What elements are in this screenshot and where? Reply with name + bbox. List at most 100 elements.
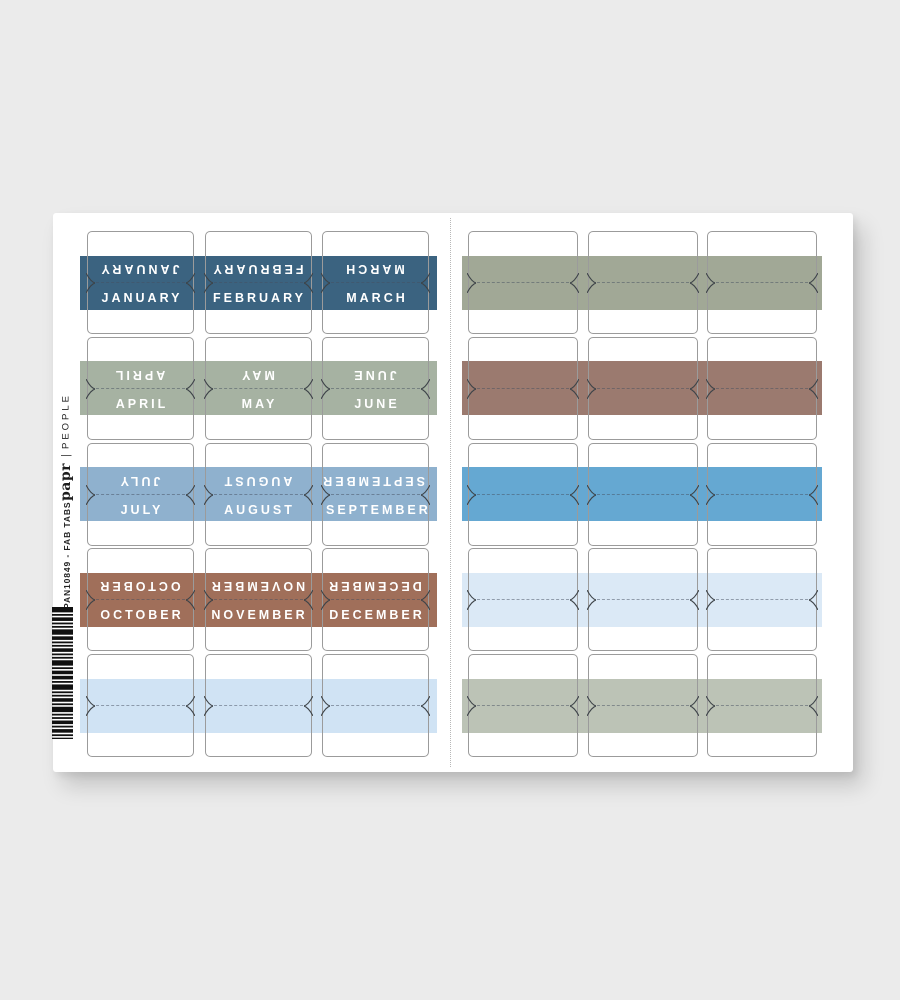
fold-perforation-line — [213, 599, 303, 601]
fold-perforation-line — [477, 599, 569, 601]
fold-perforation-line — [716, 599, 808, 601]
tab-cell — [85, 654, 196, 758]
tab-cell — [466, 654, 580, 758]
die-cut-notch-icon — [807, 378, 819, 400]
tab-cell — [466, 442, 580, 546]
fold-perforation-line — [331, 387, 420, 389]
tab-panel-left: JANUARY JANUARY FEBRUARY FEBRUARY MARCH MARCH… — [53, 213, 853, 772]
die-cut-notch-icon — [807, 484, 819, 505]
die-cut-notch-icon — [184, 695, 196, 717]
tab-cell: NOVEMBER NOVEMBER — [203, 548, 313, 652]
fold-perforation-line — [477, 387, 569, 389]
fold-perforation-line — [596, 599, 689, 601]
fold-perforation-line — [331, 282, 420, 283]
tab-cell: APRIL APRIL — [85, 336, 196, 440]
die-cut-notch-icon — [807, 272, 819, 294]
die-cut-notch-icon — [568, 272, 580, 294]
fold-perforation-line — [331, 705, 420, 707]
tab-cell — [466, 548, 580, 652]
fold-perforation-line — [213, 493, 303, 495]
tab-cell — [586, 336, 699, 440]
fold-perforation-line — [331, 493, 420, 495]
barcode-icon — [52, 607, 73, 739]
tab-cell — [705, 336, 819, 440]
month-label: AUGUST — [224, 502, 295, 517]
fold-perforation-line — [716, 387, 808, 389]
fold-perforation-line — [213, 282, 303, 283]
tab-cell — [586, 548, 699, 652]
sticker-sheet: papr | PEOPLE PAN10849 - FAB TABS JANUAR… — [52, 213, 853, 772]
tab-cell: DECEMBER DECEMBER — [320, 548, 431, 652]
month-label: FEBRUARY — [213, 291, 306, 305]
die-cut-notch-icon — [687, 378, 699, 400]
month-label: MAY — [241, 396, 278, 411]
die-cut-notch-icon — [419, 484, 431, 505]
tab-cell: JANUARY JANUARY — [85, 231, 196, 334]
month-label: JANUARY — [101, 291, 183, 305]
die-cut-notch-icon — [807, 695, 819, 717]
die-cut-notch-icon — [301, 484, 313, 505]
die-cut-notch-icon — [184, 484, 196, 505]
die-cut-notch-icon — [568, 484, 580, 505]
die-cut-notch-icon — [568, 590, 580, 611]
fold-perforation-line — [596, 387, 689, 389]
die-cut-notch-icon — [705, 695, 717, 717]
fold-perforation-line — [596, 705, 689, 707]
tab-cell: FEBRUARY FEBRUARY — [203, 231, 313, 334]
tab-cell — [320, 654, 431, 758]
die-cut-notch-icon — [301, 272, 313, 294]
die-cut-notch-icon — [419, 378, 431, 400]
tab-cell: AUGUST AUGUST — [203, 442, 313, 546]
tab-cell — [586, 231, 699, 334]
tab-cell: MARCH MARCH — [320, 231, 431, 334]
month-label: JULY — [120, 502, 164, 517]
die-cut-notch-icon — [586, 378, 598, 400]
tab-cell: JUNE JUNE — [320, 336, 431, 440]
die-cut-notch-icon — [184, 590, 196, 611]
fold-perforation-line — [96, 705, 185, 707]
fold-perforation-line — [716, 705, 808, 707]
fold-perforation-line — [96, 493, 185, 495]
fold-perforation-line — [477, 282, 569, 283]
tab-cell — [705, 548, 819, 652]
tab-cell: SEPTEMBER SEPTEMBER — [320, 442, 431, 546]
month-label: JUNE — [354, 396, 400, 411]
month-label: OCTOBER — [100, 608, 184, 623]
die-cut-notch-icon — [301, 695, 313, 717]
month-label: NOVEMBER — [211, 608, 308, 623]
fold-perforation-line — [96, 387, 185, 389]
die-cut-notch-icon — [466, 484, 478, 505]
tab-cell — [586, 654, 699, 758]
die-cut-notch-icon — [466, 590, 478, 611]
die-cut-notch-icon — [568, 378, 580, 400]
tab-cell — [586, 442, 699, 546]
die-cut-notch-icon — [466, 695, 478, 717]
fold-perforation-line — [477, 705, 569, 707]
month-label: SEPTEMBER — [326, 502, 431, 517]
die-cut-notch-icon — [301, 378, 313, 400]
tab-cell: OCTOBER OCTOBER — [85, 548, 196, 652]
die-cut-notch-icon — [419, 590, 431, 611]
month-label: APRIL — [115, 396, 169, 411]
fold-perforation-line — [96, 282, 185, 283]
tab-cell — [203, 654, 313, 758]
tab-cell — [466, 231, 580, 334]
fold-perforation-line — [716, 493, 808, 495]
die-cut-notch-icon — [687, 484, 699, 505]
die-cut-notch-icon — [687, 695, 699, 717]
die-cut-notch-icon — [419, 695, 431, 717]
die-cut-notch-icon — [184, 272, 196, 294]
die-cut-notch-icon — [705, 378, 717, 400]
fold-perforation-line — [596, 493, 689, 495]
die-cut-notch-icon — [466, 272, 478, 294]
month-label: DECEMBER — [329, 608, 425, 623]
tab-cell: JULY JULY — [85, 442, 196, 546]
die-cut-notch-icon — [687, 272, 699, 294]
die-cut-notch-icon — [184, 378, 196, 400]
die-cut-notch-icon — [586, 484, 598, 505]
die-cut-notch-icon — [705, 590, 717, 611]
tab-cell — [705, 442, 819, 546]
fold-perforation-line — [596, 282, 689, 283]
die-cut-notch-icon — [568, 695, 580, 717]
